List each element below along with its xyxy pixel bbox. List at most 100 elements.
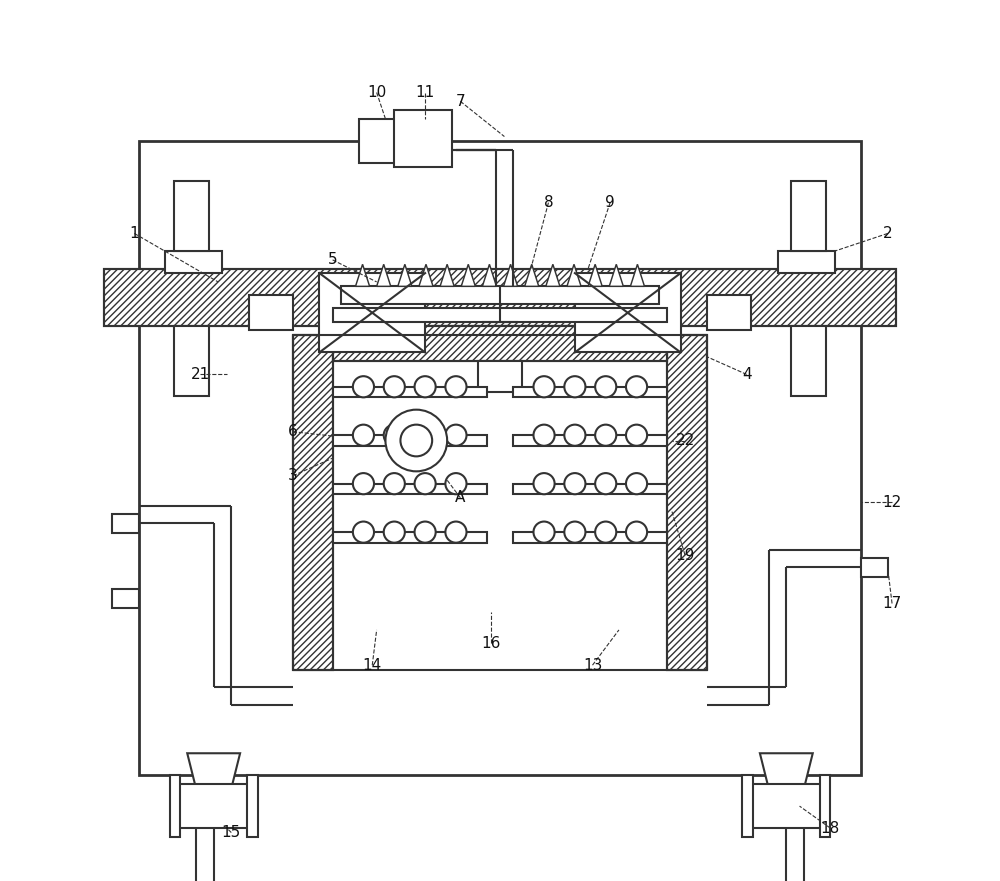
- Circle shape: [415, 425, 436, 446]
- Polygon shape: [319, 273, 425, 352]
- Circle shape: [564, 473, 585, 494]
- Circle shape: [626, 522, 647, 543]
- Polygon shape: [667, 335, 707, 670]
- Text: 1: 1: [130, 226, 139, 241]
- Text: 11: 11: [415, 85, 435, 100]
- Circle shape: [353, 425, 374, 446]
- Polygon shape: [588, 264, 602, 286]
- Polygon shape: [778, 251, 835, 273]
- Circle shape: [595, 376, 616, 397]
- Polygon shape: [478, 361, 522, 392]
- Circle shape: [415, 522, 436, 543]
- Circle shape: [595, 425, 616, 446]
- Polygon shape: [187, 753, 240, 788]
- Polygon shape: [742, 775, 753, 837]
- Text: 14: 14: [363, 657, 382, 673]
- Polygon shape: [341, 286, 659, 304]
- Polygon shape: [165, 251, 222, 273]
- Circle shape: [384, 425, 405, 446]
- Polygon shape: [513, 387, 667, 397]
- Polygon shape: [609, 264, 623, 286]
- Circle shape: [353, 376, 374, 397]
- Polygon shape: [760, 753, 813, 788]
- Polygon shape: [394, 110, 452, 167]
- Text: 2: 2: [883, 226, 892, 241]
- Text: 8: 8: [544, 195, 553, 211]
- Polygon shape: [174, 326, 209, 396]
- Circle shape: [353, 473, 374, 494]
- Polygon shape: [333, 387, 487, 397]
- Circle shape: [384, 522, 405, 543]
- Polygon shape: [249, 295, 293, 330]
- Polygon shape: [513, 532, 667, 543]
- Polygon shape: [112, 589, 139, 608]
- Polygon shape: [751, 784, 822, 828]
- Text: 4: 4: [742, 366, 751, 382]
- Polygon shape: [356, 264, 370, 286]
- Polygon shape: [440, 264, 454, 286]
- Circle shape: [384, 473, 405, 494]
- Circle shape: [626, 473, 647, 494]
- Polygon shape: [333, 308, 667, 322]
- Circle shape: [533, 425, 555, 446]
- Polygon shape: [333, 484, 487, 494]
- Text: 12: 12: [882, 494, 902, 510]
- Text: 10: 10: [367, 85, 386, 100]
- Polygon shape: [504, 264, 518, 286]
- Text: 9: 9: [605, 195, 615, 211]
- Circle shape: [626, 376, 647, 397]
- Polygon shape: [513, 484, 667, 494]
- Polygon shape: [482, 264, 496, 286]
- Circle shape: [564, 376, 585, 397]
- Text: 6: 6: [288, 424, 298, 440]
- Text: 21: 21: [191, 366, 210, 382]
- Text: 5: 5: [328, 252, 337, 268]
- Polygon shape: [630, 264, 644, 286]
- Polygon shape: [170, 775, 180, 837]
- Polygon shape: [861, 558, 888, 577]
- Circle shape: [564, 522, 585, 543]
- Polygon shape: [293, 335, 333, 670]
- Polygon shape: [247, 775, 258, 837]
- Polygon shape: [513, 435, 667, 446]
- Polygon shape: [112, 514, 139, 533]
- Polygon shape: [333, 435, 487, 446]
- Polygon shape: [139, 141, 861, 775]
- Circle shape: [533, 522, 555, 543]
- Circle shape: [384, 376, 405, 397]
- Polygon shape: [707, 295, 751, 330]
- Text: 16: 16: [482, 635, 501, 651]
- Text: 15: 15: [222, 825, 241, 840]
- Polygon shape: [791, 181, 826, 251]
- Circle shape: [415, 473, 436, 494]
- Circle shape: [445, 473, 467, 494]
- Text: 3: 3: [288, 468, 298, 484]
- Polygon shape: [567, 264, 581, 286]
- Polygon shape: [359, 119, 412, 163]
- Polygon shape: [575, 273, 681, 352]
- Polygon shape: [178, 784, 249, 828]
- Text: 18: 18: [821, 820, 840, 836]
- Polygon shape: [525, 264, 539, 286]
- Text: 22: 22: [675, 433, 695, 448]
- Polygon shape: [461, 264, 475, 286]
- Circle shape: [385, 410, 447, 471]
- Circle shape: [564, 425, 585, 446]
- Circle shape: [445, 376, 467, 397]
- Circle shape: [626, 425, 647, 446]
- Text: 17: 17: [882, 596, 902, 611]
- Text: 19: 19: [675, 547, 695, 563]
- Circle shape: [445, 522, 467, 543]
- Polygon shape: [104, 269, 896, 326]
- Polygon shape: [398, 264, 412, 286]
- Circle shape: [533, 473, 555, 494]
- Circle shape: [595, 522, 616, 543]
- Circle shape: [353, 522, 374, 543]
- Polygon shape: [333, 326, 667, 361]
- Circle shape: [595, 473, 616, 494]
- Circle shape: [400, 425, 432, 456]
- Circle shape: [533, 376, 555, 397]
- Polygon shape: [419, 264, 433, 286]
- Text: A: A: [455, 490, 466, 506]
- Polygon shape: [791, 326, 826, 396]
